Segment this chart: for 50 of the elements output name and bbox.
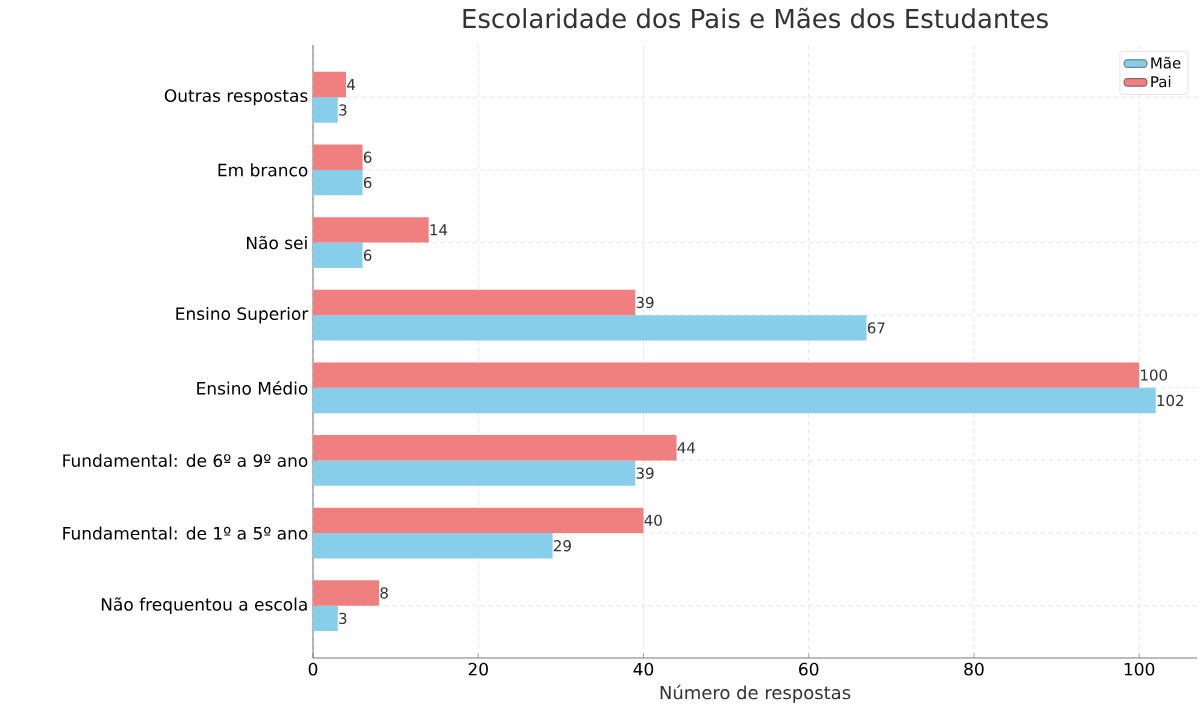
x-tick-label: 0: [308, 662, 318, 676]
y-tick-label: Ensino Médio: [197, 380, 308, 395]
y-tick-label: Ensino Superior: [176, 306, 309, 324]
data-label: 6: [363, 151, 372, 163]
data-label: 6: [363, 176, 372, 189]
data-label: 8: [380, 587, 388, 599]
data-label: 6: [363, 249, 372, 261]
bar: [313, 580, 380, 606]
y-tick-label: Não sei: [246, 235, 307, 250]
bar: [313, 362, 1140, 388]
bar: [313, 169, 363, 196]
bar: [313, 315, 867, 341]
y-tick-label: Em branco: [218, 163, 308, 177]
data-label: 102: [1157, 394, 1184, 407]
x-axis-title: Número de respostas: [660, 684, 851, 703]
legend-label: Mãe: [1151, 56, 1181, 69]
data-label: 67: [867, 322, 885, 334]
data-label: 39: [636, 296, 654, 309]
bar: [313, 533, 553, 559]
data-label: 100: [1141, 369, 1168, 381]
y-tick-label: Outras respostas: [164, 89, 308, 106]
bar: [313, 387, 1156, 414]
x-tick-label: 100: [1124, 662, 1155, 676]
data-label: 3: [339, 612, 347, 625]
data-label: 4: [347, 79, 356, 91]
y-tick-label: Fundamental: de 1º a 5º ano: [63, 526, 308, 540]
y-tick-label: Não frequentou a escola: [101, 597, 307, 615]
x-tick-label: 80: [964, 662, 984, 676]
bar: [313, 71, 347, 98]
bar: [313, 435, 677, 461]
data-label: 44: [677, 442, 696, 454]
bar: [313, 605, 338, 632]
data-label: 40: [644, 514, 662, 527]
x-tick-label: 60: [799, 662, 819, 676]
bar: [313, 242, 363, 268]
bar: [313, 460, 636, 486]
bar: [313, 97, 338, 123]
x-tick-label: 20: [468, 662, 488, 676]
chart-title: Escolaridade dos Pais e Mães dos Estudantes: [463, 7, 1048, 29]
data-label: 3: [339, 104, 347, 116]
bar: [313, 217, 429, 243]
x-tick-label: 40: [633, 662, 654, 676]
data-label: 29: [553, 540, 571, 552]
data-label: 14: [430, 224, 448, 236]
bar: [313, 144, 363, 170]
data-label: 39: [636, 467, 654, 479]
legend-label: Pai: [1151, 75, 1171, 88]
bar: [313, 289, 636, 316]
y-tick-label: Fundamental: de 6º a 9º ano: [63, 453, 308, 468]
bar: [313, 507, 644, 534]
